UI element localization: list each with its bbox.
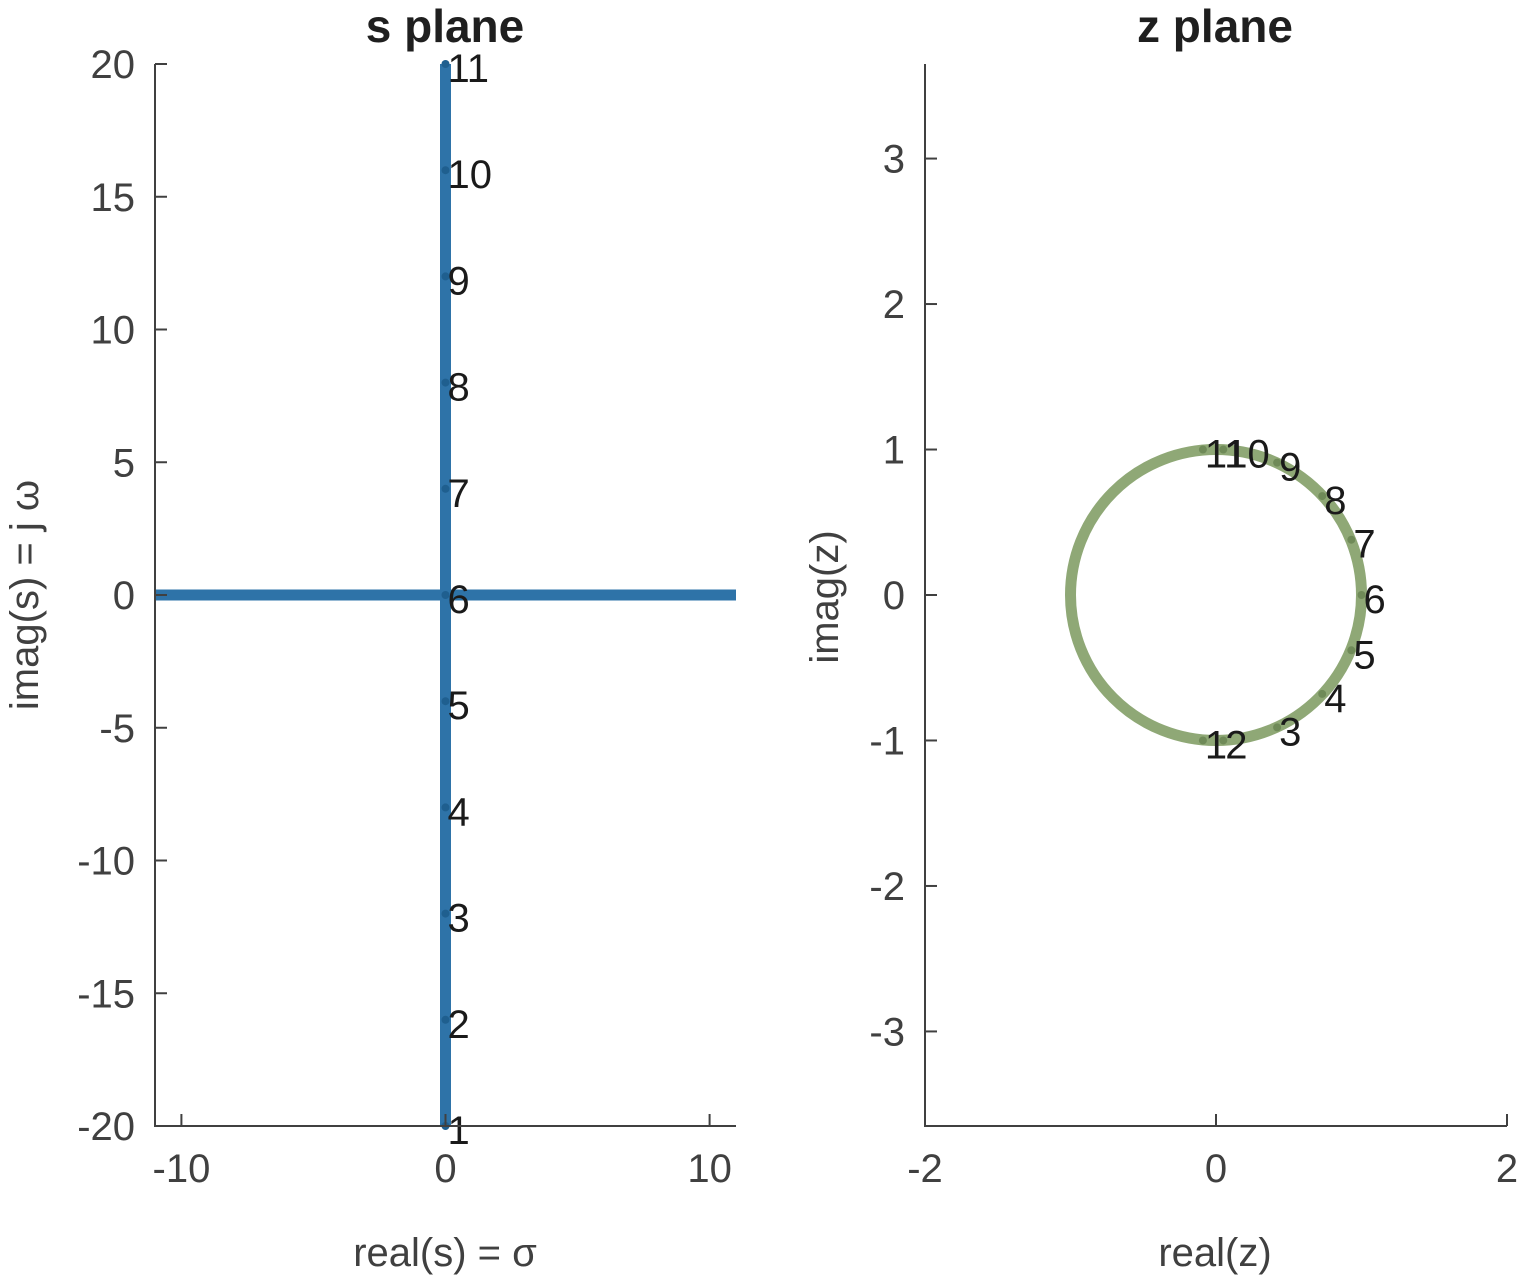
z-plane-point-5 [1347,646,1356,655]
z-plane-y-tick-label: 0 [883,574,905,618]
s-plane-x-tick-label: 0 [434,1147,456,1191]
z-plane-y-label: imag(z) [803,530,847,663]
z-plane-point-9 [1273,458,1282,467]
z-plane-point-10 [1219,445,1228,454]
s-plane-point-3 [441,909,450,918]
z-plane-y-tick-label: 2 [883,283,905,327]
s-plane-point-4 [441,803,450,812]
z-plane-x-tick-label: 0 [1205,1147,1227,1191]
z-plane-axis-frame [924,64,1507,1127]
z-plane-point-label-9: 9 [1279,446,1301,490]
z-plane-point-label-8: 8 [1324,479,1346,523]
s-plane-y-tick-label: 0 [113,574,135,618]
s-plane-y-ticks: -20 -15 -10 -5 0 5 10 15 20 [77,43,167,1149]
z-plane-x-tick-label: -2 [907,1147,943,1191]
z-plane-y-tick-label: -1 [869,719,905,763]
z-plane-point-label-4: 4 [1324,677,1346,721]
z-plane-x-label: real(z) [1158,1231,1271,1275]
s-plane-point-label-8: 8 [448,366,470,410]
z-plane-point-3 [1273,723,1282,732]
s-plane-y-tick-label: 5 [113,441,135,485]
s-plane-point-label-1: 1 [448,1109,470,1153]
s-plane-panel: s plane 1 2 3 4 5 6 7 8 9 10 11 -10 0 10 -20 -15 -10 -5… [3,0,736,1275]
z-plane-y-tick-label: 3 [883,138,905,182]
z-plane-data [1065,444,1367,746]
z-plane-point-label-6: 6 [1364,578,1386,622]
s-plane-x-label: real(s) = σ [353,1231,537,1275]
z-plane-y-tick-label: -3 [869,1010,905,1054]
s-plane-point-label-10: 10 [448,153,493,197]
z-plane-point-label-7: 7 [1353,523,1375,567]
z-plane-axes [924,64,1507,1127]
z-plane-title: z plane [1137,0,1293,52]
z-plane-point-2 [1219,736,1228,745]
z-plane-point-7 [1347,535,1356,544]
s-plane-y-tick-label: -5 [99,707,135,751]
z-plane-point-4 [1318,689,1327,698]
z-plane-point-1 [1198,736,1207,745]
s-plane-y-tick-label: -20 [77,1105,135,1149]
z-plane-point-label-3: 3 [1279,710,1301,754]
z-plane-x-ticks: -2 0 2 [907,1114,1518,1191]
s-plane-point-label-11: 11 [448,47,490,91]
s-plane-point-label-4: 4 [448,790,470,834]
z-plane-point-label-10: 10 [1225,433,1270,477]
s-plane-point-8 [441,378,450,387]
s-plane-point-9 [441,272,450,281]
s-plane-point-2 [441,1015,450,1024]
s-plane-point-7 [441,484,450,493]
s-plane-point-label-9: 9 [448,259,470,303]
z-plane-point-label-11: 11 [1205,433,1247,477]
z-plane-x-tick-label: 2 [1496,1147,1518,1191]
s-plane-y-tick-label: 15 [91,176,136,220]
s-plane-point-10 [441,166,450,175]
z-plane-series-circle [1065,444,1367,746]
s-plane-point-label-7: 7 [448,472,470,516]
s-plane-point-label-6: 6 [448,578,470,622]
s-plane-x-ticks: -10 0 10 [153,1114,732,1191]
s-plane-y-tick-label: 20 [91,43,136,87]
z-plane-y-ticks: -3 -2 -1 0 1 2 3 [869,138,937,1054]
z-plane-point-label-2: 2 [1225,723,1247,767]
z-plane-y-tick-label: 1 [883,429,905,473]
s-plane-point-11 [441,60,450,68]
s-plane-point-5 [441,697,450,706]
z-plane-point-label-1: 1 [1205,723,1227,767]
s-plane-point-label-3: 3 [448,897,470,941]
s-plane-y-tick-label: -10 [77,840,135,884]
s-plane-x-tick-label: -10 [153,1147,211,1191]
z-plane-point-8 [1318,492,1327,501]
s-plane-data [155,60,736,1130]
s-plane-y-tick-label: 10 [91,309,136,353]
s-plane-y-tick-label: -15 [77,972,135,1016]
s-plane-x-tick-label: 10 [687,1147,732,1191]
z-plane-y-tick-label: -2 [869,865,905,909]
z-plane-point-11 [1198,445,1207,454]
z-plane-point-6 [1357,591,1366,599]
z-plane-point-label-5: 5 [1353,633,1375,677]
s-plane-point-label-2: 2 [448,1003,470,1047]
s-plane-title: s plane [366,0,525,52]
s-plane-y-label: imag(s) = j ω [3,480,47,710]
s-plane-point-label-5: 5 [448,684,470,728]
s-plane-point-labels: 1 2 3 4 5 6 7 8 9 10 11 [448,47,493,1153]
s-plane-point-6 [441,591,450,599]
